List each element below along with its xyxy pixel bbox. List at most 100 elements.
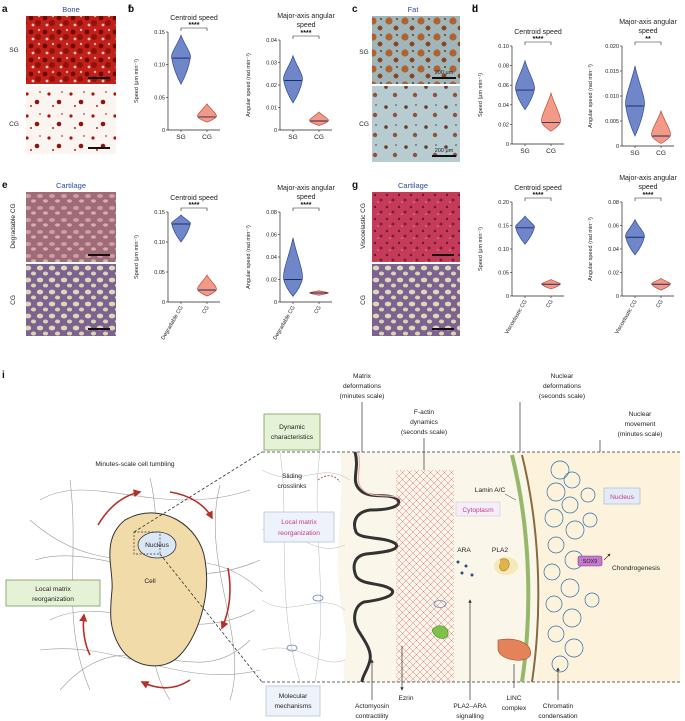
chart-h1-significance: **** bbox=[533, 192, 544, 199]
chart-f1-ytick-label: 0.15 bbox=[154, 210, 165, 216]
matrix-def-line2: deformations bbox=[343, 383, 382, 390]
chart-f2-sig-bracket bbox=[292, 207, 320, 211]
chromatin-line1: Chromatin bbox=[543, 703, 574, 710]
panel-c-tissue-label: Fat bbox=[408, 5, 420, 14]
chart-h1-ytick-label: 0.15 bbox=[498, 224, 509, 230]
chart-d1-violin-0 bbox=[515, 59, 535, 111]
nuclear-move-line3: (minutes scale) bbox=[618, 431, 663, 438]
chart-f2-title-1: Major-axis angular bbox=[277, 185, 335, 192]
chart-b2-ylabel: Angular speed (rad min⁻¹) bbox=[246, 53, 252, 117]
chart-f2-ytick-label: 0.08 bbox=[266, 210, 277, 216]
f-actin-mesh bbox=[396, 470, 454, 682]
chart-d-angular-speed: Major-axis angular speed Angular speed (ra… bbox=[588, 19, 677, 157]
chart-b2-xlabel-1: CG bbox=[314, 134, 324, 141]
sox9-label: SOX9 bbox=[583, 559, 598, 565]
chart-h-angular-speed: Major-axis angular speed Angular speed (ra… bbox=[588, 175, 677, 336]
chart-f2-xlabel-1: CG bbox=[313, 305, 322, 315]
local-matrix-box-mid bbox=[263, 511, 335, 543]
ara-label: ARA bbox=[457, 547, 471, 554]
chart-h2-ytick-label: 0.08 bbox=[608, 200, 619, 206]
nucleus-box-label: Nucleus bbox=[610, 494, 635, 501]
chart-f1-ytick-label: 0 bbox=[162, 300, 165, 306]
chart-h2-ytick-label: 0.06 bbox=[608, 224, 619, 230]
local-matrix-mid-line1: Local matrix bbox=[281, 519, 317, 526]
chart-h-centroid-speed: h Centroid speed Speed (μm min⁻¹) 0 0.05 0.10… bbox=[472, 4, 564, 336]
fat-cg-scale-text: 200 μm bbox=[435, 148, 454, 154]
local-matrix-left-line1: Local matrix bbox=[35, 586, 71, 593]
factin-line3: (seconds scale) bbox=[401, 429, 447, 436]
chart-d2-ylabel: Angular speed (rad min⁻¹) bbox=[588, 64, 594, 128]
chart-b2-ytick-label: 0 bbox=[274, 128, 277, 134]
panel-a-letter: a bbox=[2, 4, 8, 15]
chart-d1-letter: d bbox=[472, 4, 478, 15]
local-matrix-left-line2: reorganization bbox=[32, 596, 74, 603]
sliding-line2: crosslinks bbox=[278, 483, 308, 490]
chart-h1-sig-bracket bbox=[524, 197, 552, 201]
chart-h2-ytick-label: 0.04 bbox=[608, 247, 619, 253]
chart-b-centroid-speed: b Centroid speed Speed (μm min⁻¹) 0 0.05 0.10… bbox=[128, 4, 220, 141]
chart-d1-ytick-label: 0.06 bbox=[498, 83, 509, 89]
chart-f1-sig-bracket bbox=[180, 207, 208, 211]
chart-b2-ytick-label: 0.02 bbox=[266, 83, 277, 89]
actomyosin-line2: contractility bbox=[356, 713, 390, 720]
chart-b-angular-speed: Major-axis angular speed Angular speed (ra… bbox=[246, 13, 335, 141]
chart-b1-violin-1 bbox=[197, 103, 217, 123]
chart-h2-xlabel-0: Viscoelastic CG bbox=[614, 299, 639, 336]
lamin-label: Lamin A/C bbox=[475, 487, 506, 494]
chart-b1-xlabel-1: CG bbox=[202, 134, 212, 141]
chart-d2-xlabel-0: SG bbox=[630, 150, 639, 157]
sox9-gene: SOX9 bbox=[577, 555, 603, 567]
bone-sg-micrograph bbox=[26, 16, 116, 84]
panel-a: a Bone SG CG bbox=[2, 4, 116, 154]
cartilage-degradable-micrograph bbox=[26, 192, 116, 262]
chart-f2-xlabel-0: Degradable CG bbox=[272, 305, 296, 341]
chart-d1-ytick-label: 0 bbox=[506, 142, 509, 148]
chart-f2-ytick-label: 0.06 bbox=[266, 233, 277, 239]
chart-d2-violin-1 bbox=[651, 109, 671, 144]
panel-e-degradable-label: Degradable CG bbox=[10, 203, 17, 248]
chart-b1-letter: b bbox=[128, 4, 134, 15]
chart-f1-letter: f bbox=[128, 4, 132, 15]
molecular-line2: mechanisms bbox=[274, 703, 312, 710]
chart-h2-ylabel: Angular speed (rad min⁻¹) bbox=[588, 217, 594, 281]
panel-g-cg-label: CG bbox=[360, 295, 367, 305]
factin-line2: dynamics bbox=[410, 419, 439, 426]
chart-f2-violin-0 bbox=[283, 237, 303, 297]
zoom-line-bottom bbox=[159, 553, 263, 683]
nucleus-label: Nucleus bbox=[145, 542, 170, 549]
chart-f2-title-2: speed bbox=[296, 194, 315, 201]
cytoplasm-box bbox=[455, 501, 501, 517]
fat-sg-micrograph bbox=[372, 16, 460, 84]
chart-f1-significance: **** bbox=[189, 202, 200, 209]
pla2ara-line1: PLA2–ARA bbox=[453, 703, 487, 710]
chart-d2-ytick-label: 0.005 bbox=[605, 119, 619, 125]
chart-d1-xlabel-0: SG bbox=[520, 148, 529, 155]
chart-d2-title-1: Major-axis angular bbox=[619, 19, 677, 26]
chart-b1-ytick-label: 0.15 bbox=[154, 30, 165, 36]
tumbling-title: Minutes-scale cell tumbling bbox=[95, 461, 174, 468]
chart-d1-xlabel-1: CG bbox=[546, 148, 556, 155]
crosslink-ellipse-1 bbox=[312, 594, 324, 602]
chart-b1-title: Centroid speed bbox=[170, 15, 218, 22]
chart-b2-xlabel-0: SG bbox=[288, 134, 297, 141]
chart-h1-title: Centroid speed bbox=[514, 185, 562, 192]
panel-c-letter: c bbox=[352, 4, 358, 15]
chart-d2-ytick-label: 0 bbox=[616, 144, 619, 150]
chart-d1-ytick-label: 0.10 bbox=[498, 44, 509, 50]
panel-e-tissue-label: Cartilage bbox=[56, 181, 86, 190]
cartilage-cg-micrograph-e bbox=[26, 264, 116, 336]
chart-f2-ytick-label: 0.04 bbox=[266, 255, 277, 261]
sliding-crosslink-arc bbox=[317, 475, 341, 483]
chart-f2-ytick-label: 0 bbox=[274, 300, 277, 306]
chart-f1-violin-1 bbox=[197, 274, 217, 297]
cell-label: Cell bbox=[144, 578, 156, 585]
chart-d2-significance: ** bbox=[645, 36, 651, 43]
chart-f1-violin-0 bbox=[171, 214, 191, 243]
chart-h2-title-1: Major-axis angular bbox=[619, 175, 677, 182]
panel-a-sg-label: SG bbox=[9, 47, 18, 54]
chart-h1-ytick-label: 0.20 bbox=[498, 200, 509, 206]
panel-c: c Fat SG CG 200 μm 200 μm bbox=[352, 4, 460, 162]
nuclear-move-line1: Nuclear bbox=[629, 411, 653, 418]
pla2-label: PLA2 bbox=[492, 547, 508, 554]
matrix-def-line1: Matrix bbox=[353, 373, 372, 380]
